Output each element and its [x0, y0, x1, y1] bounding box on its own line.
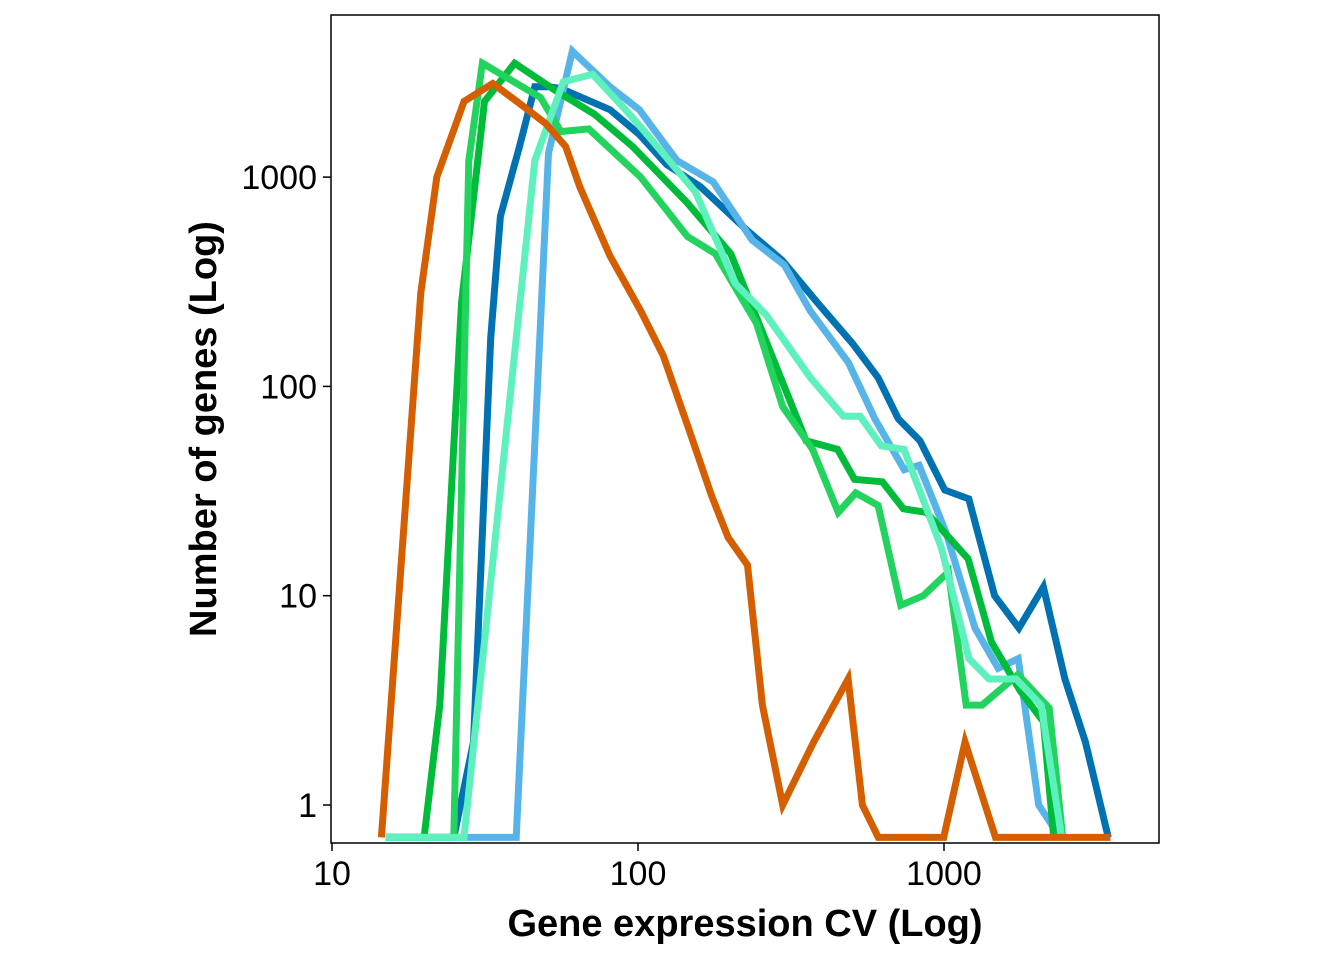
y-tick-label: 100 [260, 368, 317, 406]
y-tick-label: 1000 [241, 159, 317, 197]
y-tick-label: 1 [298, 787, 317, 825]
y-axis-title: Number of genes (Log) [183, 221, 225, 637]
series-line-6 [377, 79, 1111, 841]
x-axis: 10 100 1000 [313, 843, 982, 893]
series-line-2 [385, 44, 1063, 841]
series-layer [377, 44, 1112, 841]
series-line-4 [385, 57, 1067, 841]
y-tick-label: 10 [279, 578, 317, 616]
plot-panel-border [330, 14, 1160, 844]
series-line-5 [385, 70, 1066, 841]
x-axis-title: Gene expression CV (Log) [507, 903, 982, 945]
x-tick-label: 10 [313, 855, 351, 893]
x-tick-label: 100 [610, 855, 667, 893]
x-tick-label: 1000 [906, 855, 982, 893]
y-axis: 1 10 100 1000 [241, 159, 331, 825]
